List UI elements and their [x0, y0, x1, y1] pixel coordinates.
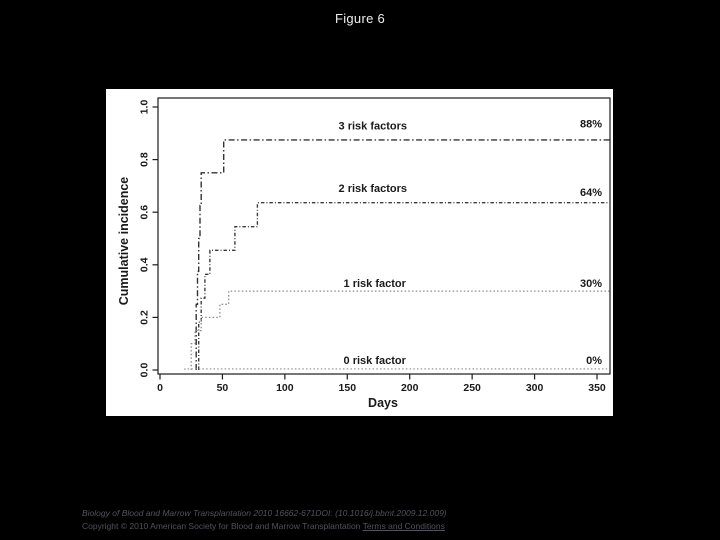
2-risk-factors-label: 2 risk factors	[339, 183, 407, 195]
y-tick-label: 0.4	[139, 257, 151, 272]
x-tick-label: 350	[588, 382, 606, 394]
x-tick-label: 0	[157, 382, 163, 394]
plot-box	[157, 97, 611, 375]
y-tick-label: 0.0	[139, 363, 151, 378]
citation-line-1: Biology of Blood and Marrow Transplantat…	[82, 508, 447, 518]
1-risk-factor-curve	[190, 290, 610, 370]
x-tick-label: 200	[401, 382, 419, 394]
citation-line-2: Copyright © 2010 American Society for Bl…	[82, 520, 642, 533]
0-risk-factor-label: 0 risk factor	[344, 355, 407, 367]
y-axis-title: Cumulative incidence	[117, 177, 131, 306]
y-tick-label: 0.8	[139, 152, 151, 167]
y-tick-label: 0.6	[139, 205, 151, 220]
y-tick-label: 0.2	[139, 310, 151, 325]
cumulative-incidence-chart: 0 50 100 150 200 250 300 350 0.0 0.2 0.4 0.6 0.8 1.0 D…	[117, 97, 611, 410]
x-tick-label: 50	[217, 382, 229, 394]
x-tick-label: 300	[526, 382, 544, 394]
1-risk-factor-label: 1 risk factor	[344, 278, 407, 290]
x-axis-title: Days	[368, 396, 398, 410]
y-tick-label: 1.0	[139, 100, 151, 115]
x-tick-label: 250	[463, 382, 481, 394]
64-label: 64%	[580, 187, 602, 199]
figure-title: Figure 6	[334, 11, 386, 26]
chart-panel: 0 50 100 150 200 250 300 350 0.0 0.2 0.4 0.6 0.8 1.0 D…	[106, 89, 613, 416]
3-risk-factors-label: 3 risk factors	[339, 120, 407, 132]
88-label: 88%	[580, 119, 602, 131]
terms-and-conditions-link[interactable]: Terms and Conditions	[362, 521, 445, 531]
0-label: 0%	[586, 355, 602, 367]
citation: Biology of Blood and Marrow Transplantat…	[82, 507, 642, 533]
0-risk-factor-curve	[184, 368, 610, 370]
copyright-text: Copyright © 2010 American Society for Bl…	[82, 521, 363, 531]
30-label: 30%	[580, 278, 602, 290]
2-risk-factors-curve	[198, 202, 610, 370]
x-tick-label: 150	[339, 382, 357, 394]
x-tick-label: 100	[276, 382, 294, 394]
3-risk-factors-curve	[195, 139, 610, 370]
